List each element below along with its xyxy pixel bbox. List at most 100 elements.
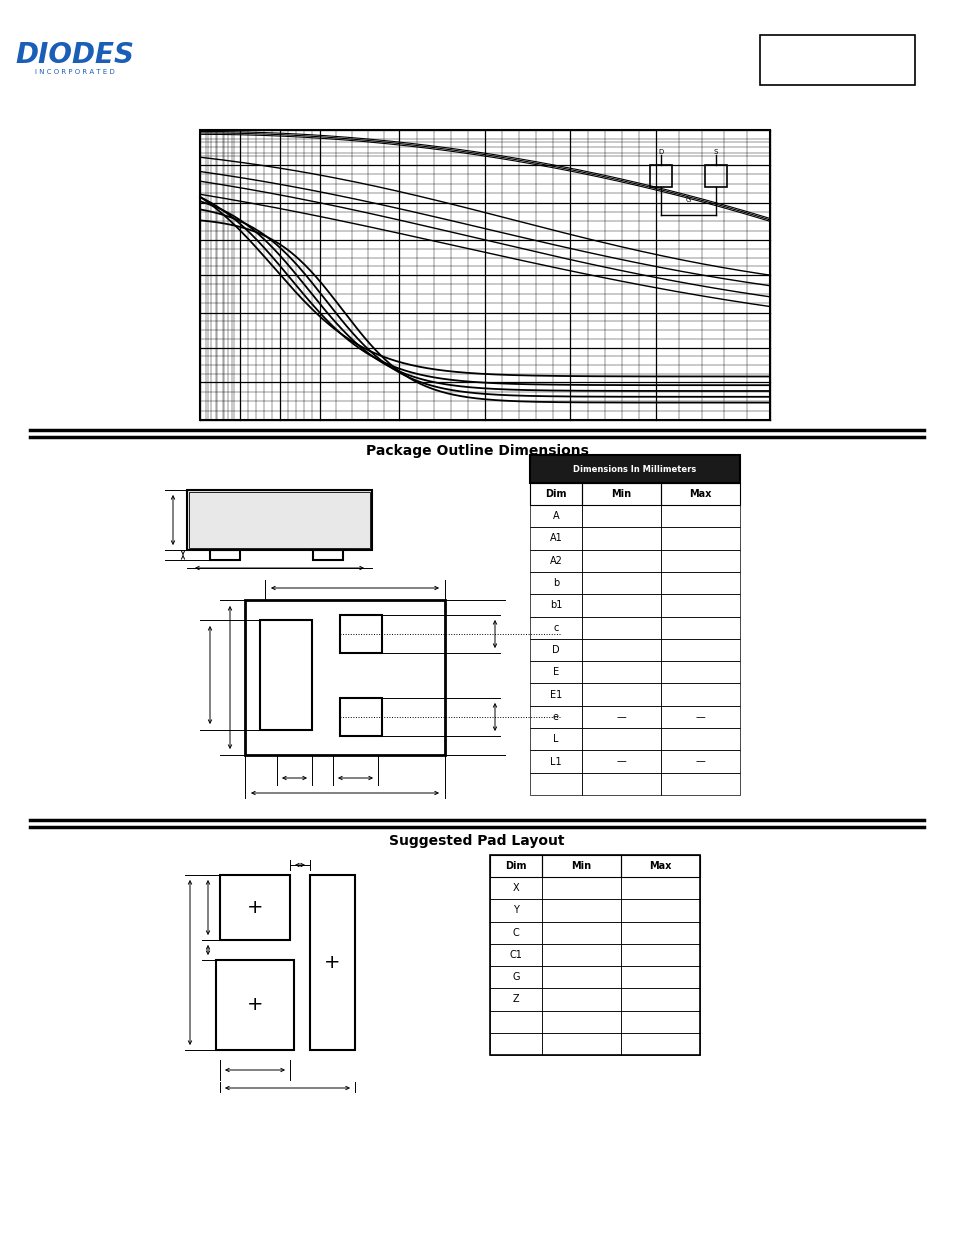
Text: Dim: Dim bbox=[545, 489, 566, 499]
Bar bbox=[620, 1010, 700, 1032]
Bar bbox=[660, 751, 740, 773]
Bar bbox=[581, 594, 660, 616]
Text: —: — bbox=[695, 757, 704, 767]
Bar bbox=[581, 751, 660, 773]
Bar bbox=[339, 698, 381, 736]
Bar bbox=[490, 1032, 541, 1055]
Text: G: G bbox=[684, 198, 690, 203]
Text: —: — bbox=[695, 711, 704, 722]
Bar bbox=[339, 615, 381, 653]
Text: D: D bbox=[552, 645, 559, 655]
Text: Suggested Pad Layout: Suggested Pad Layout bbox=[389, 834, 564, 848]
Text: Z: Z bbox=[512, 994, 518, 1004]
Bar bbox=[581, 661, 660, 683]
Bar bbox=[490, 877, 541, 899]
Text: Min: Min bbox=[571, 861, 591, 871]
Bar bbox=[541, 899, 620, 921]
Bar bbox=[530, 638, 581, 661]
Bar bbox=[220, 876, 290, 940]
Text: Y: Y bbox=[513, 905, 518, 915]
Text: b1: b1 bbox=[549, 600, 561, 610]
Text: L1: L1 bbox=[550, 757, 561, 767]
Bar bbox=[530, 483, 581, 505]
Bar bbox=[649, 165, 671, 186]
Text: e: e bbox=[553, 711, 558, 722]
Bar bbox=[660, 729, 740, 751]
Text: Package Outline Dimensions: Package Outline Dimensions bbox=[365, 445, 588, 458]
Bar bbox=[660, 594, 740, 616]
Bar bbox=[490, 855, 541, 877]
Bar bbox=[530, 683, 581, 705]
Bar bbox=[541, 988, 620, 1010]
Bar bbox=[541, 855, 620, 877]
Bar bbox=[660, 483, 740, 505]
Bar bbox=[620, 966, 700, 988]
Bar bbox=[541, 1010, 620, 1032]
Bar bbox=[660, 683, 740, 705]
Text: +: + bbox=[247, 898, 263, 918]
Bar bbox=[581, 773, 660, 795]
Text: Dim: Dim bbox=[505, 861, 526, 871]
Bar bbox=[530, 505, 581, 527]
Bar bbox=[620, 921, 700, 944]
Text: D: D bbox=[658, 149, 663, 156]
Bar bbox=[581, 729, 660, 751]
Bar bbox=[530, 616, 581, 638]
Bar bbox=[541, 877, 620, 899]
Bar bbox=[200, 130, 769, 420]
Bar bbox=[581, 616, 660, 638]
Bar bbox=[187, 490, 372, 550]
Bar bbox=[530, 729, 581, 751]
Bar bbox=[210, 550, 240, 559]
Text: A2: A2 bbox=[549, 556, 562, 566]
Text: C1: C1 bbox=[509, 950, 522, 960]
Bar bbox=[541, 944, 620, 966]
Text: C: C bbox=[512, 927, 518, 937]
Bar bbox=[620, 899, 700, 921]
Text: X: X bbox=[512, 883, 518, 893]
Text: Dimensions In Millimeters: Dimensions In Millimeters bbox=[573, 464, 696, 473]
Bar bbox=[260, 620, 312, 730]
Bar bbox=[660, 550, 740, 572]
Bar bbox=[490, 855, 700, 1055]
Text: A1: A1 bbox=[549, 534, 561, 543]
Bar bbox=[530, 527, 581, 550]
Bar bbox=[313, 550, 343, 559]
Bar bbox=[660, 661, 740, 683]
Bar bbox=[530, 751, 581, 773]
Bar bbox=[541, 1032, 620, 1055]
Bar bbox=[660, 638, 740, 661]
Bar bbox=[660, 572, 740, 594]
Bar bbox=[581, 505, 660, 527]
Bar bbox=[620, 1032, 700, 1055]
Text: b: b bbox=[553, 578, 558, 588]
Bar bbox=[541, 966, 620, 988]
Text: E: E bbox=[553, 667, 558, 677]
Bar bbox=[581, 572, 660, 594]
Bar bbox=[490, 921, 541, 944]
Bar bbox=[189, 492, 370, 548]
Text: E1: E1 bbox=[549, 689, 561, 699]
Bar bbox=[581, 705, 660, 729]
Bar bbox=[530, 454, 740, 483]
Bar bbox=[490, 944, 541, 966]
Bar bbox=[620, 855, 700, 877]
Bar bbox=[660, 527, 740, 550]
Bar bbox=[620, 988, 700, 1010]
Bar bbox=[530, 572, 581, 594]
Bar bbox=[530, 550, 581, 572]
Bar bbox=[620, 944, 700, 966]
Bar bbox=[490, 966, 541, 988]
Bar bbox=[541, 921, 620, 944]
Bar bbox=[581, 527, 660, 550]
Text: Max: Max bbox=[689, 489, 711, 499]
Bar bbox=[581, 483, 660, 505]
Bar bbox=[704, 165, 726, 186]
Bar bbox=[245, 600, 444, 755]
Text: +: + bbox=[324, 953, 340, 972]
Bar bbox=[490, 899, 541, 921]
Text: L: L bbox=[553, 735, 558, 745]
Bar bbox=[310, 876, 355, 1050]
Bar bbox=[581, 638, 660, 661]
Text: Max: Max bbox=[649, 861, 671, 871]
